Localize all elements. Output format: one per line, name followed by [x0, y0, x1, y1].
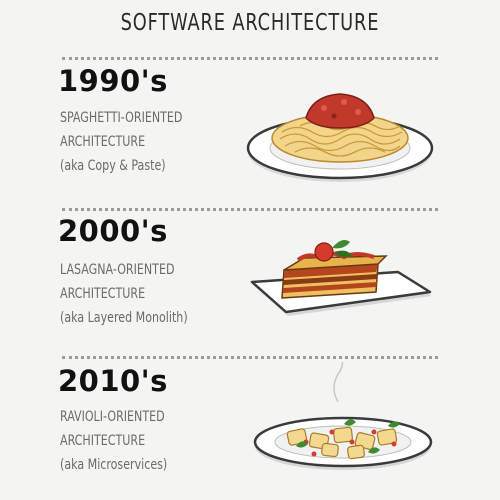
era-description: RAVIOLI-ORIENTED ARCHITECTURE (aka Micro…: [60, 405, 167, 477]
era-heading: 1990's: [58, 64, 168, 98]
lasagna-plate-icon: [250, 240, 432, 316]
spaghetti-plate-icon: [246, 93, 434, 182]
desc-line: LASAGNA-ORIENTED: [60, 262, 175, 278]
era-description: LASAGNA-ORIENTED ARCHITECTURE (aka Layer…: [60, 258, 188, 330]
desc-line: SPAGHETTI-ORIENTED: [60, 110, 183, 126]
desc-line: (aka Copy & Paste): [60, 158, 166, 174]
desc-line: ARCHITECTURE: [60, 134, 146, 150]
divider: [62, 356, 438, 359]
page-title: SOFTWARE ARCHITECTURE: [120, 10, 380, 36]
divider: [62, 208, 438, 211]
desc-line: ARCHITECTURE: [60, 286, 146, 302]
desc-line: (aka Layered Monolith): [60, 310, 188, 326]
desc-line: RAVIOLI-ORIENTED: [60, 409, 165, 425]
desc-line: ARCHITECTURE: [60, 433, 146, 449]
era-description: SPAGHETTI-ORIENTED ARCHITECTURE (aka Cop…: [60, 106, 182, 178]
era-heading: 2000's: [58, 214, 168, 248]
desc-line: (aka Microservices): [60, 457, 168, 473]
ravioli-plate-icon: [253, 362, 433, 470]
divider: [62, 57, 438, 60]
era-heading: 2010's: [58, 364, 168, 398]
